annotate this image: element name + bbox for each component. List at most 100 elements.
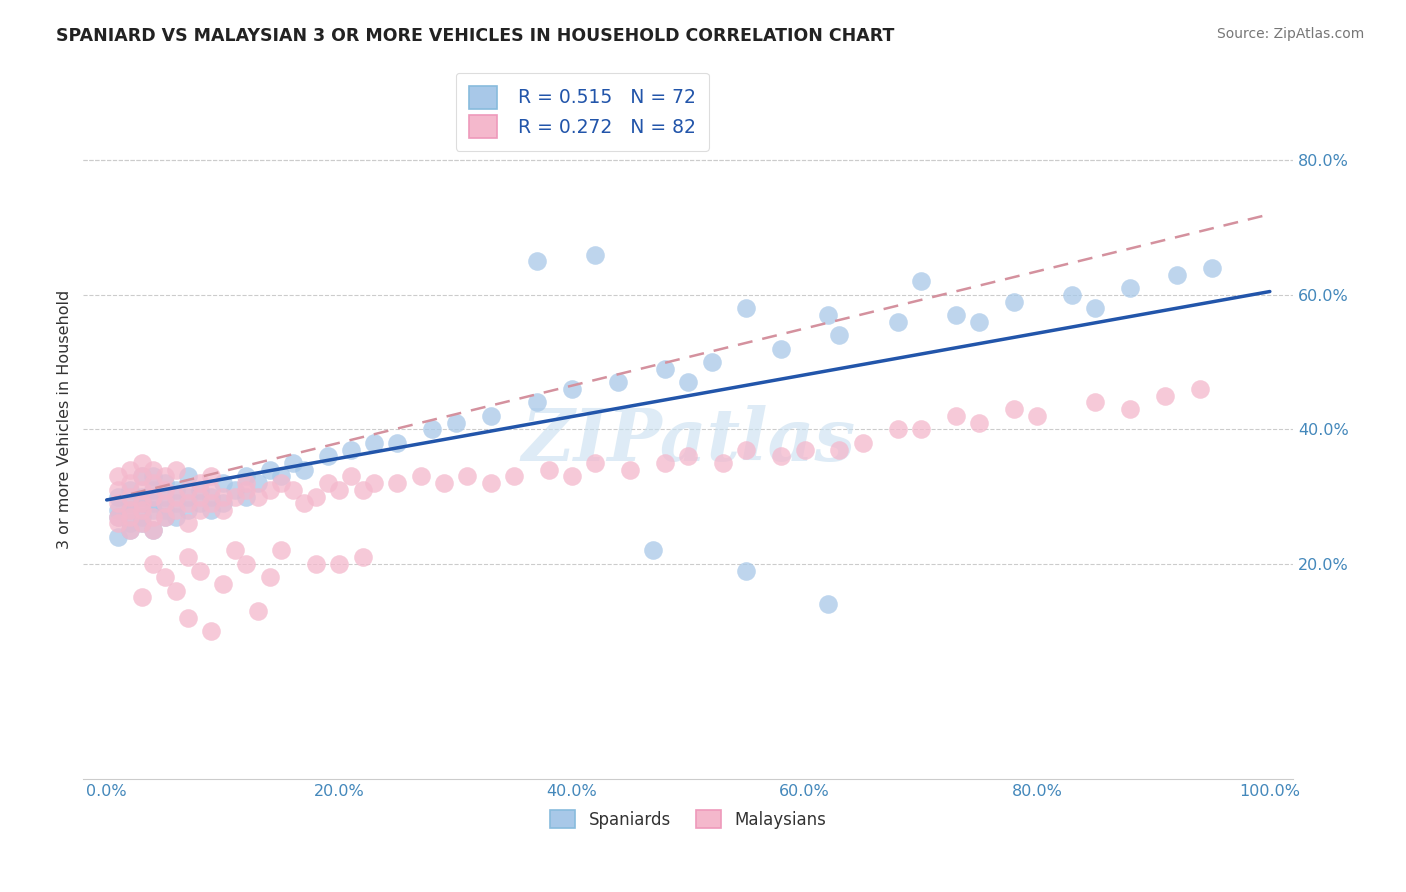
Point xyxy=(259,463,281,477)
Point xyxy=(188,476,211,491)
Point xyxy=(177,483,200,497)
Point xyxy=(363,476,385,491)
Point xyxy=(200,469,222,483)
Point xyxy=(142,496,165,510)
Point xyxy=(153,476,176,491)
Point xyxy=(131,496,153,510)
Point xyxy=(224,543,246,558)
Point xyxy=(340,469,363,483)
Point xyxy=(246,604,269,618)
Point xyxy=(131,509,153,524)
Point xyxy=(700,355,723,369)
Point xyxy=(107,483,129,497)
Point xyxy=(142,463,165,477)
Point xyxy=(967,416,990,430)
Point xyxy=(131,490,153,504)
Point xyxy=(770,449,793,463)
Point xyxy=(118,476,141,491)
Point xyxy=(107,509,129,524)
Point xyxy=(246,490,269,504)
Point xyxy=(131,503,153,517)
Point xyxy=(886,422,908,436)
Point xyxy=(235,490,257,504)
Point xyxy=(212,577,235,591)
Point xyxy=(177,469,200,483)
Point xyxy=(793,442,815,457)
Point xyxy=(770,342,793,356)
Text: SPANIARD VS MALAYSIAN 3 OR MORE VEHICLES IN HOUSEHOLD CORRELATION CHART: SPANIARD VS MALAYSIAN 3 OR MORE VEHICLES… xyxy=(56,27,894,45)
Point xyxy=(177,490,200,504)
Point xyxy=(1026,409,1049,423)
Point xyxy=(1154,389,1177,403)
Point xyxy=(212,503,235,517)
Point xyxy=(526,254,548,268)
Point xyxy=(678,449,700,463)
Point xyxy=(212,476,235,491)
Point xyxy=(118,503,141,517)
Point xyxy=(107,509,129,524)
Point xyxy=(107,490,129,504)
Point xyxy=(200,483,222,497)
Point xyxy=(537,463,560,477)
Point xyxy=(259,570,281,584)
Point xyxy=(654,361,676,376)
Point xyxy=(166,496,188,510)
Point xyxy=(387,435,409,450)
Point xyxy=(352,550,374,565)
Point xyxy=(142,469,165,483)
Point xyxy=(1084,301,1107,316)
Point xyxy=(340,442,363,457)
Point xyxy=(270,543,292,558)
Point xyxy=(188,496,211,510)
Point xyxy=(212,496,235,510)
Point xyxy=(294,463,316,477)
Point xyxy=(153,509,176,524)
Point xyxy=(1062,288,1084,302)
Point xyxy=(305,490,328,504)
Point xyxy=(142,523,165,537)
Point xyxy=(1084,395,1107,409)
Point xyxy=(177,496,200,510)
Point xyxy=(422,422,444,436)
Point xyxy=(281,456,304,470)
Point xyxy=(316,449,339,463)
Point xyxy=(153,496,176,510)
Point xyxy=(583,456,606,470)
Point xyxy=(212,490,235,504)
Point xyxy=(118,523,141,537)
Point xyxy=(387,476,409,491)
Point xyxy=(131,483,153,497)
Point xyxy=(131,496,153,510)
Point xyxy=(131,516,153,531)
Point xyxy=(118,490,141,504)
Point xyxy=(177,516,200,531)
Point xyxy=(363,435,385,450)
Point xyxy=(166,483,188,497)
Point xyxy=(153,490,176,504)
Point xyxy=(1166,268,1188,282)
Point xyxy=(352,483,374,497)
Point xyxy=(561,382,583,396)
Point xyxy=(153,570,176,584)
Point xyxy=(316,476,339,491)
Point xyxy=(118,483,141,497)
Point xyxy=(910,422,932,436)
Point xyxy=(142,503,165,517)
Point xyxy=(409,469,432,483)
Point xyxy=(305,557,328,571)
Point xyxy=(166,503,188,517)
Point xyxy=(118,463,141,477)
Point xyxy=(444,416,467,430)
Point xyxy=(142,523,165,537)
Point xyxy=(270,476,292,491)
Point xyxy=(166,490,188,504)
Point xyxy=(131,456,153,470)
Point xyxy=(910,275,932,289)
Point xyxy=(166,583,188,598)
Point xyxy=(200,496,222,510)
Point xyxy=(188,564,211,578)
Point xyxy=(259,483,281,497)
Point xyxy=(131,469,153,483)
Point xyxy=(711,456,734,470)
Point xyxy=(200,490,222,504)
